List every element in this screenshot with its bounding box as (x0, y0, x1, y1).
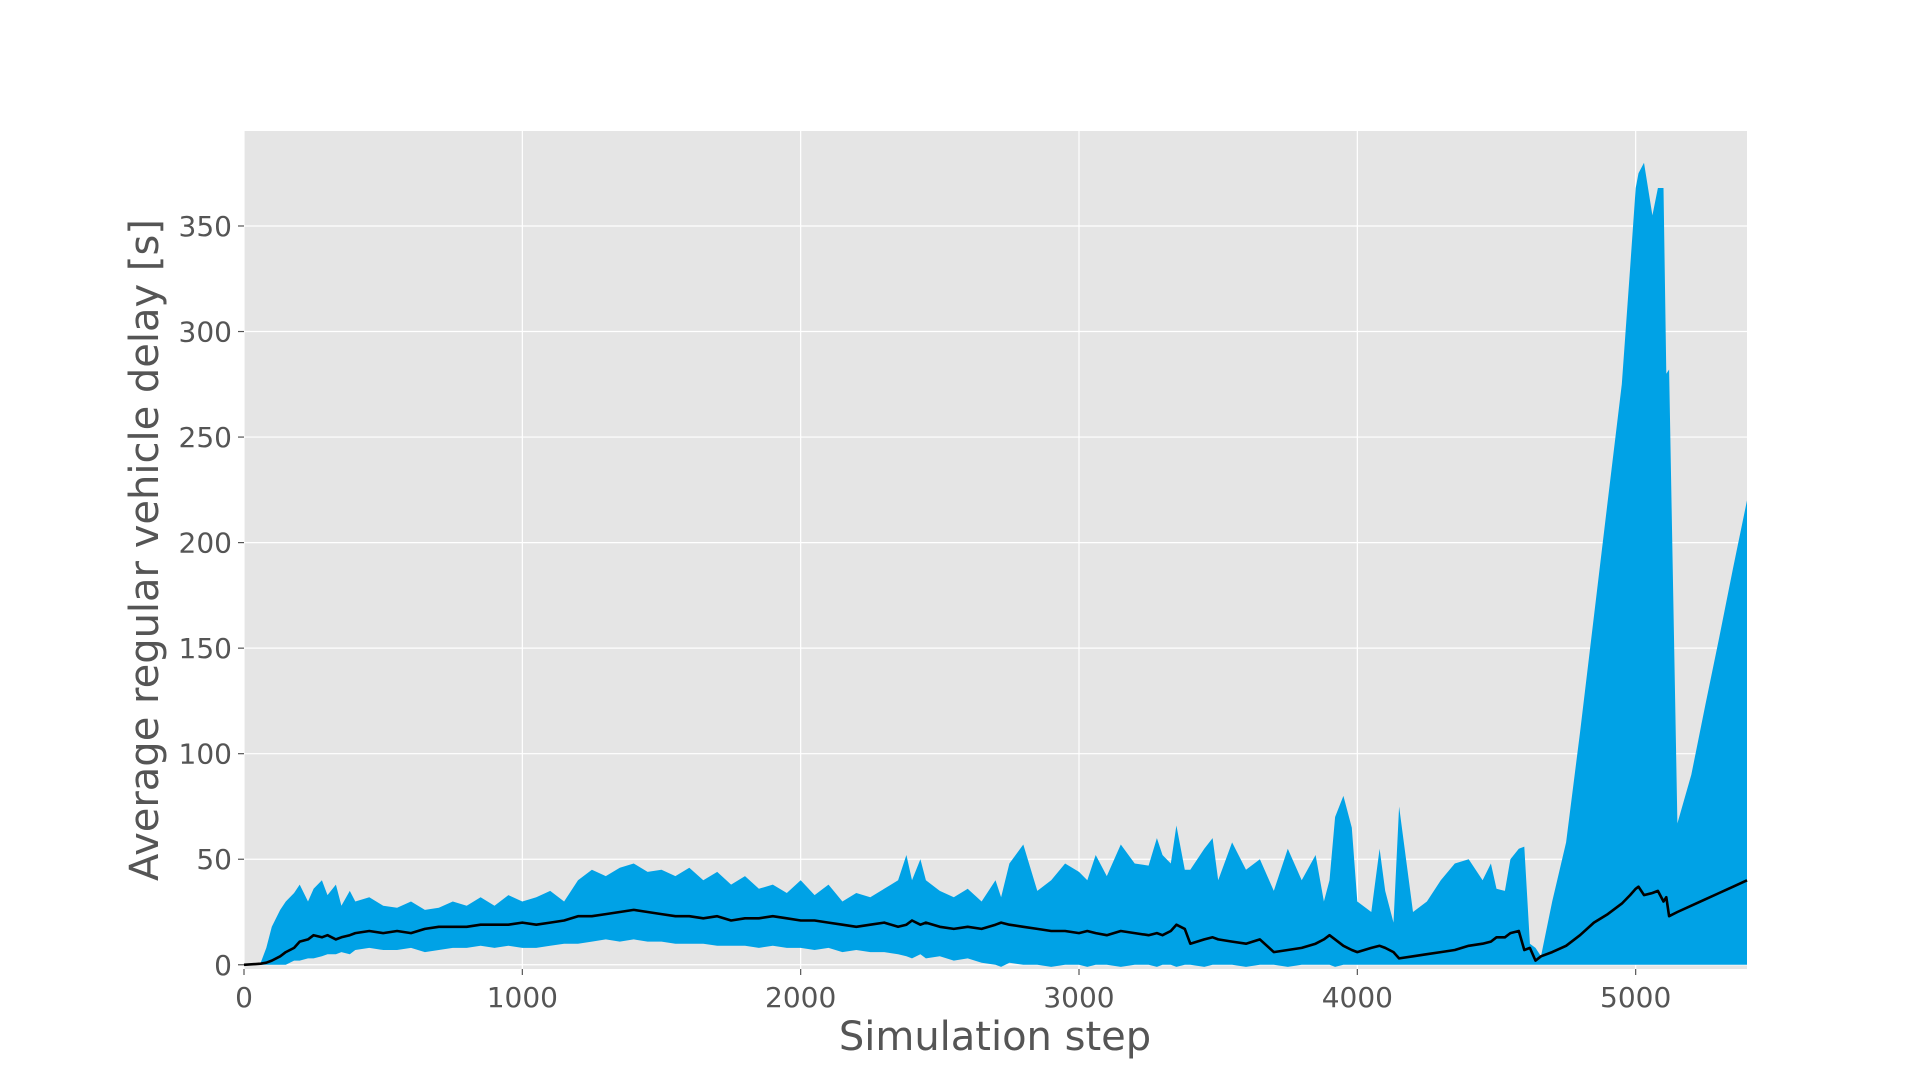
y-tick-label: 300 (179, 316, 232, 349)
y-axis: 0 50 100 150 200 250 300 350 (179, 210, 244, 982)
band-layer (244, 162, 1747, 967)
plot-background (244, 131, 1747, 969)
mean-delay-line (243, 879, 1748, 967)
y-tick-label: 50 (196, 843, 232, 876)
x-tick-label: 2000 (765, 981, 836, 1014)
x-tick-label: 3000 (1043, 981, 1114, 1014)
x-axis-label: Simulation step (839, 1014, 1151, 1060)
x-tick-label: 1000 (487, 981, 558, 1014)
x-tick-label: 4000 (1322, 981, 1393, 1014)
y-tick-label: 350 (179, 210, 232, 243)
mean-layer (243, 879, 1748, 967)
y-tick-label: 200 (179, 527, 232, 560)
y-tick-label: 0 (214, 949, 232, 982)
y-tick-label: 250 (179, 421, 232, 454)
x-axis: 0 1000 2000 3000 4000 5000 (235, 969, 1671, 1014)
y-tick-label: 150 (179, 632, 232, 665)
y-axis-label: Average regular vehicle delay [s] (122, 219, 168, 881)
y-tick-label: 100 (179, 738, 232, 771)
delay-range-band (244, 162, 1747, 967)
x-tick-label: 5000 (1600, 981, 1671, 1014)
x-tick-label: 0 (235, 981, 253, 1014)
